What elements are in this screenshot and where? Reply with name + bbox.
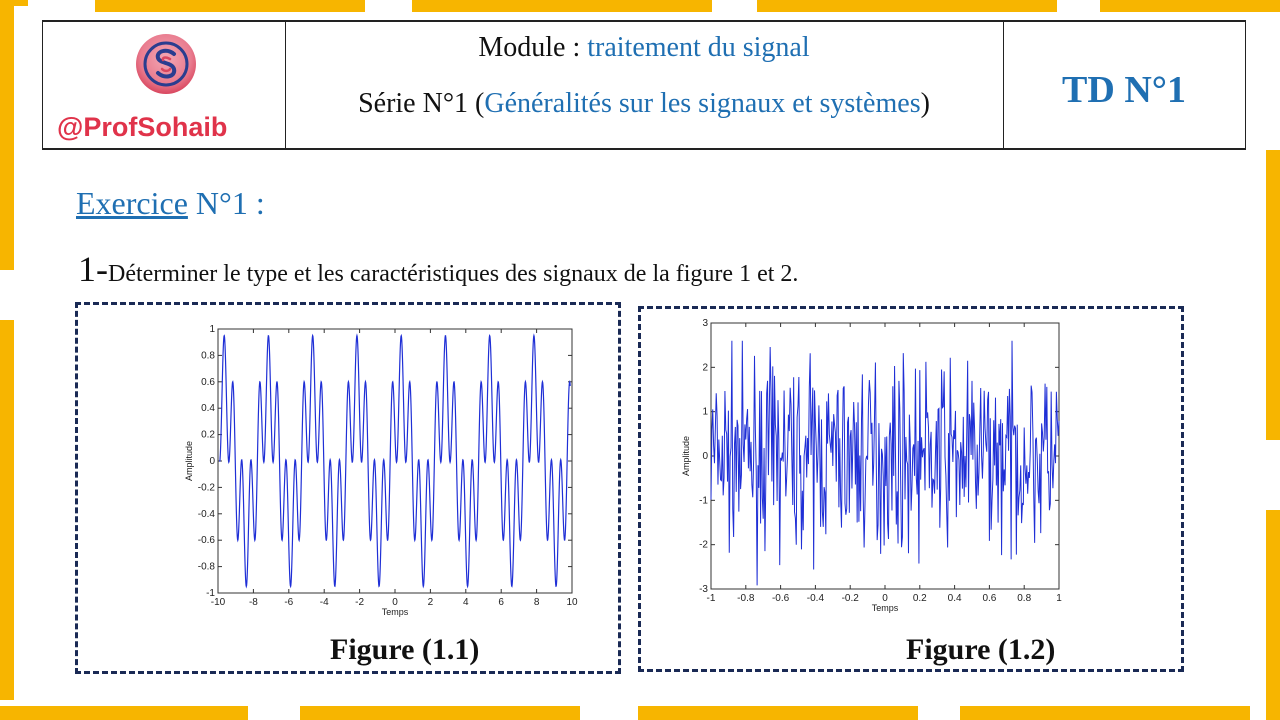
figure-2-xtick-label: 1	[1056, 593, 1062, 604]
figure-1-plot: -10 -8 -6 -4 -2 0 2 4 6 8 10 1 0.8 0.6 0.4 0.2 0 -0.2 -0.4…	[184, 324, 578, 617]
module-name: traitement du signal	[587, 32, 810, 63]
figure-2-xtick-label: -1	[707, 593, 716, 604]
serie-close: )	[920, 88, 930, 119]
figure-1-xtick-label: -2	[355, 597, 364, 608]
figure-2-signal-line	[710, 340, 1060, 586]
frame-dash	[0, 0, 14, 270]
figure-1-ytick-label: -0.4	[198, 509, 216, 520]
figure-1-xtick-label: 10	[566, 597, 578, 608]
figure-1-ylabel: Amplitude	[184, 441, 194, 481]
figure-2-ytick-label: 1	[702, 407, 708, 418]
exercise-rest: N°1 :	[187, 185, 265, 221]
serie-line: Série N°1 (Généralités sur les signaux e…	[285, 88, 1003, 120]
figure-2-xtick-label: 0.6	[982, 593, 996, 604]
frame-dash	[0, 706, 248, 720]
figure-2-ytick-label: -3	[699, 584, 708, 595]
figure-1-ytick-label: 0.8	[201, 350, 215, 361]
figure-2-xtick-label: 0.2	[913, 593, 927, 604]
figure-2-xtick-label: 0.8	[1017, 593, 1031, 604]
frame-dash	[757, 0, 1057, 12]
figure-1-xtick-label: 6	[498, 597, 504, 608]
figure-2-ylabel: Amplitude	[681, 436, 691, 476]
figure-1-signal-line	[219, 333, 571, 589]
figure-2-xtick-label: -0.4	[807, 593, 825, 604]
figure-2-ytick-label: 0	[702, 451, 708, 462]
figure-2-xtick-label: 0	[882, 593, 888, 604]
figure-1-ytick-label: -0.6	[198, 535, 216, 546]
question-line: 1-Déterminer le type et les caractéristi…	[78, 248, 798, 290]
exercise-title: Exercice N°1 :	[76, 185, 265, 222]
figure-2-ytick-label: 2	[702, 362, 708, 373]
figure-1-ytick-label: -0.2	[198, 482, 216, 493]
serie-name: Généralités sur les signaux et systèmes	[484, 88, 921, 119]
author-handle: @ProfSohaib	[57, 112, 228, 142]
frame-dash	[1100, 0, 1280, 12]
figure-2-ytick-label: -1	[699, 495, 708, 506]
figure-1-ytick-label: -1	[206, 588, 215, 599]
figure-1-xtick-label: -10	[211, 597, 226, 608]
header-table: @ProfSohaib Module : traitement du signa…	[42, 20, 1246, 150]
frame-dash	[0, 320, 14, 700]
figure-1-ytick-label: 0.2	[201, 430, 215, 441]
figure-1-ytick-label: 0.4	[201, 403, 215, 414]
figure-1-box: -10 -8 -6 -4 -2 0 2 4 6 8 10 1 0.8 0.6 0.4 0.2 0 -0.2 -0.4…	[75, 302, 621, 674]
figure-1-xtick-label: -4	[320, 597, 329, 608]
module-label: Module :	[478, 32, 588, 63]
figure-2-caption: Figure (1.2)	[906, 633, 1056, 666]
figure-1-plot-area	[217, 328, 573, 594]
figure-1-ytick-label: 1	[209, 324, 215, 335]
frame-dash	[1266, 510, 1280, 720]
figure-2-ytick-label: -2	[699, 540, 708, 551]
figure-1-xtick-label: 8	[534, 597, 540, 608]
frame-dash	[960, 706, 1250, 720]
figure-2-xlabel: Temps	[872, 603, 899, 613]
figure-1-xtick-label: 2	[428, 597, 434, 608]
frame-dash	[300, 706, 580, 720]
figure-1-ytick-label: 0	[209, 456, 215, 467]
frame-dash	[95, 0, 365, 12]
figure-1-xtick-label: 0	[392, 597, 398, 608]
figure-1-xtick-label: -6	[284, 597, 293, 608]
figure-1-ytick-label: 0.6	[201, 377, 215, 388]
figure-2-xtick-label: -0.2	[842, 593, 860, 604]
td-label: TD N°1	[1062, 69, 1186, 111]
figure-2-box: -1 -0.8 -0.6 -0.4 -0.2 0 0.2 0.4 0.6 0.8 1 3 2 1 0 -1 -2…	[638, 306, 1184, 672]
frame-dash	[638, 706, 918, 720]
frame-dash	[0, 0, 28, 6]
module-line: Module : traitement du signal	[285, 32, 1003, 64]
question-number: 1-	[78, 249, 108, 289]
figure-1-xtick-label: 4	[463, 597, 469, 608]
question-text: Déterminer le type et les caractéristiqu…	[108, 261, 799, 287]
figure-2-ytick-label: 3	[702, 318, 708, 329]
frame-dash	[1266, 150, 1280, 440]
figure-1-caption: Figure (1.1)	[330, 633, 480, 666]
figure-2-xtick-label: -0.6	[772, 593, 790, 604]
frame-dash	[412, 0, 712, 12]
td-cell: TD N°1	[1003, 22, 1245, 148]
figure-2-plot: -1 -0.8 -0.6 -0.4 -0.2 0 0.2 0.4 0.6 0.8 1 3 2 1 0 -1 -2…	[681, 318, 1062, 613]
figure-1-xtick-label: -8	[249, 597, 258, 608]
figure-1-ytick-label: -0.8	[198, 562, 216, 573]
serie-label: Série N°1 (	[358, 88, 485, 119]
figure-2-xtick-label: 0.4	[948, 593, 962, 604]
logo-cell: @ProfSohaib	[43, 22, 286, 148]
exercise-word: Exercice	[76, 185, 188, 221]
figure-1-xlabel: Temps	[382, 607, 409, 617]
title-cell: Module : traitement du signal Série N°1 …	[285, 22, 1004, 148]
figure-2-xtick-label: -0.8	[737, 593, 755, 604]
ss-monogram-logo	[136, 34, 196, 94]
